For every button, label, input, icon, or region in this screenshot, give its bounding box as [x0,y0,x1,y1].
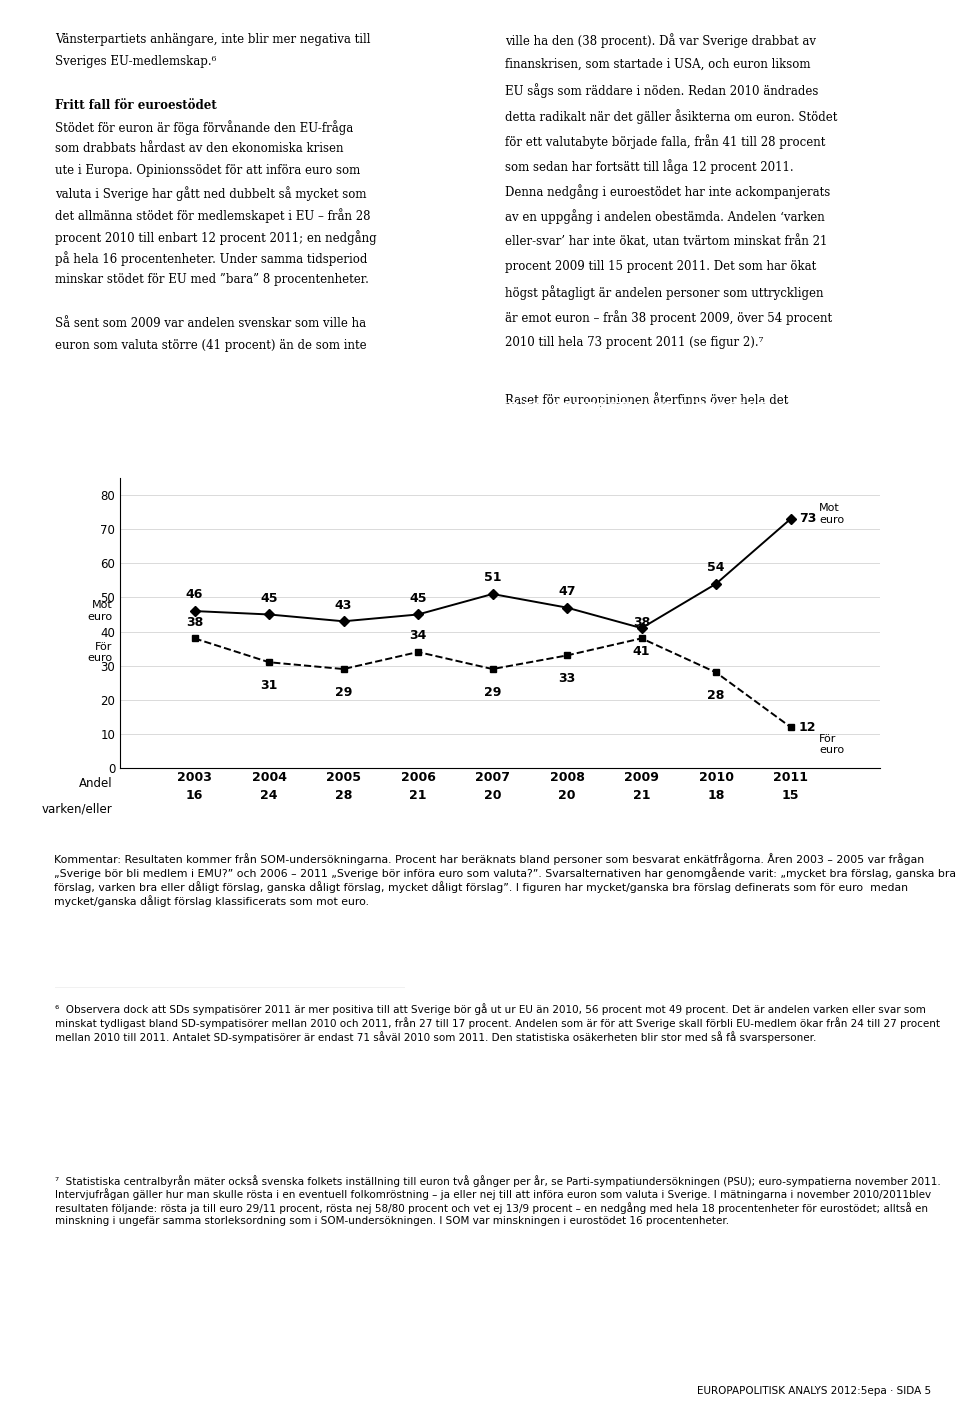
Text: 43: 43 [335,599,352,612]
Text: varken/eller: varken/eller [42,803,112,815]
Text: ute i Europa. Opinionssödet för att införa euro som: ute i Europa. Opinionssödet för att infö… [55,164,360,176]
Text: ⁶  Observera dock att SDs sympatisörer 2011 är mer positiva till att Sverige bör: ⁶ Observera dock att SDs sympatisörer 20… [55,1003,940,1043]
Text: på hela 16 procentenheter. Under samma tidsperiod: på hela 16 procentenheter. Under samma t… [55,252,368,266]
Text: Mot
euro: Mot euro [87,601,112,622]
Text: 51: 51 [484,571,501,585]
Text: för ett valutabyte började falla, från 41 till 28 procent: för ett valutabyte började falla, från 4… [505,134,826,149]
Text: FIGUR 2: EURO-OPINIONEN I SVERIGE EFTER FOLKOMRÖSTNINGEN (PROCENT): FIGUR 2: EURO-OPINIONEN I SVERIGE EFTER … [188,400,772,414]
Text: Vänsterpartiets anhängare, inte blir mer negativa till: Vänsterpartiets anhängare, inte blir mer… [55,33,371,46]
Text: detta radikalt när det gäller åsikterna om euron. Stödet: detta radikalt när det gäller åsikterna … [505,108,837,124]
Text: minskar stödet för EU med ”bara” 8 procentenheter.: minskar stödet för EU med ”bara” 8 proce… [55,273,369,286]
Text: ⁷  Statistiska centralbyrån mäter också svenska folkets inställning till euron t: ⁷ Statistiska centralbyrån mäter också s… [55,1174,941,1225]
Text: av en uppgång i andelen obestämda. Andelen ‘varken: av en uppgång i andelen obestämda. Andel… [505,209,825,225]
Text: 21: 21 [633,788,650,803]
Text: 24: 24 [260,788,277,803]
Text: 21: 21 [409,788,427,803]
Text: För
euro: För euro [819,734,844,756]
Text: det allmänna stödet för medlemskapet i EU – från 28: det allmänna stödet för medlemskapet i E… [55,208,371,222]
Text: eller-svar’ har inte ökat, utan tvärtom minskat från 21: eller-svar’ har inte ökat, utan tvärtom … [505,235,828,249]
Text: 73: 73 [799,512,816,525]
Text: Fritt fall för euroestödet: Fritt fall för euroestödet [55,98,217,111]
Text: 20: 20 [559,788,576,803]
Text: 34: 34 [409,629,427,642]
Text: 38: 38 [633,616,650,629]
Text: procent 2010 till enbart 12 procent 2011; en nedgång: procent 2010 till enbart 12 procent 2011… [55,229,376,245]
Text: 31: 31 [260,679,277,692]
Text: valuta i Sverige har gått ned dubbelt så mycket som: valuta i Sverige har gått ned dubbelt så… [55,186,367,201]
Text: Mot
euro: Mot euro [819,502,844,525]
Text: som sedan har fortsätt till låga 12 procent 2011.: som sedan har fortsätt till låga 12 proc… [505,159,794,174]
Text: 29: 29 [335,686,352,699]
Text: Sveriges EU-medlemskap.⁶: Sveriges EU-medlemskap.⁶ [55,55,216,68]
Text: 45: 45 [260,592,277,605]
Text: ville ha den (38 procent). Då var Sverige drabbat av: ville ha den (38 procent). Då var Sverig… [505,33,816,48]
Text: 33: 33 [559,672,576,684]
Text: euron som valuta större (41 procent) än de som inte: euron som valuta större (41 procent) än … [55,339,367,351]
Text: procent 2009 till 15 procent 2011. Det som har ökat: procent 2009 till 15 procent 2011. Det s… [505,260,816,273]
Text: Så sent som 2009 var andelen svenskar som ville ha: Så sent som 2009 var andelen svenskar so… [55,317,366,330]
Text: Denna nedgång i euroestödet har inte ackompanjerats: Denna nedgång i euroestödet har inte ack… [505,184,830,199]
Text: 16: 16 [186,788,204,803]
Text: 12: 12 [799,720,816,734]
Text: 46: 46 [186,588,204,602]
Text: 29: 29 [484,686,501,699]
Text: som drabbats hårdast av den ekonomiska krisen: som drabbats hårdast av den ekonomiska k… [55,142,344,155]
Text: är emot euron – från 38 procent 2009, över 54 procent: är emot euron – från 38 procent 2009, öv… [505,310,832,326]
Text: Andel: Andel [79,777,112,790]
Text: EUROPAPOLITISK ANALYS 2012:5epa · SIDA 5: EUROPAPOLITISK ANALYS 2012:5epa · SIDA 5 [697,1386,931,1396]
Text: 2010 till hela 73 procent 2011 (se figur 2).⁷: 2010 till hela 73 procent 2011 (se figur… [505,336,763,349]
Text: 28: 28 [708,689,725,702]
Text: 38: 38 [186,616,204,629]
Text: För
euro: För euro [87,642,112,663]
Text: 15: 15 [781,788,800,803]
Text: Stödet för euron är föga förvånande den EU-fråga: Stödet för euron är föga förvånande den … [55,121,353,135]
Text: Raset för euroopinionen återfinns över hela det: Raset för euroopinionen återfinns över h… [505,391,788,407]
Text: Kommentar: Resultaten kommer från SOM-undersökningarna. Procent har beräknats bl: Kommentar: Resultaten kommer från SOM-un… [54,854,955,906]
Text: 47: 47 [559,585,576,598]
Text: EU sågs som räddare i nöden. Redan 2010 ändrades: EU sågs som räddare i nöden. Redan 2010 … [505,84,818,98]
Text: 18: 18 [708,788,725,803]
Text: finanskrisen, som startade i USA, och euron liksom: finanskrisen, som startade i USA, och eu… [505,58,810,71]
Text: 41: 41 [633,645,650,657]
Text: 54: 54 [708,561,725,573]
Text: högst påtagligt är andelen personer som uttryckligen: högst påtagligt är andelen personer som … [505,285,824,300]
Text: 20: 20 [484,788,501,803]
Text: 28: 28 [335,788,352,803]
Text: 45: 45 [409,592,427,605]
